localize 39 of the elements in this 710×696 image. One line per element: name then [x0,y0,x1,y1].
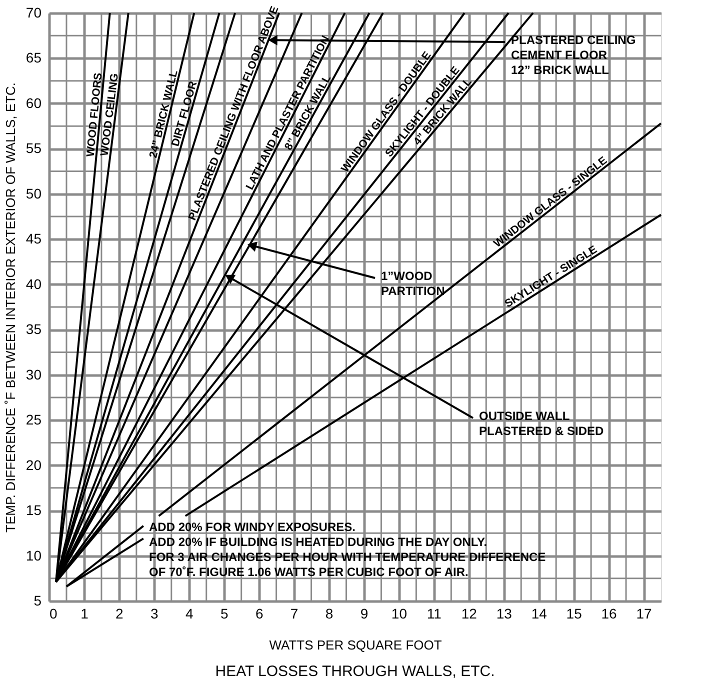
x-tick-label: 0 [50,606,58,622]
x-tick-label: 11 [426,606,442,622]
annotation: OUTSIDE WALL PLASTERED & SIDED [479,409,604,438]
y-tick-label: 30 [26,366,42,382]
x-tick-label: 4 [185,606,194,622]
text: HEAT LOSSES THROUGH WALLS, ETC. [215,663,495,680]
y-tick-label: 25 [26,412,42,428]
annotation: ADD 20% FOR WINDY EXPOSURES. ADD 20% IF BUILDING IS HEATED DURING THE DAY ONLY. FOR 3 AIR CHANGES PER HOUR WITH TEMPERATURE DIFFERENCE OF 70˚F. FIGURE 1.06 WATTS PER CUBIC FOOT OF AIR. [149,520,546,579]
y-tick-label: 5 [34,592,42,608]
x-tick-label: 8 [325,606,334,622]
x-tick-label: 1 [80,606,89,622]
x-tick-label: 9 [360,606,368,622]
y-axis-title: TEMP. DIFFERENCE ˚F BETWEEN INTERIOR EXTERIOR OF WALLS, ETC. [2,82,18,532]
y-tick-label: 65 [26,50,42,66]
x-tick-label: 12 [461,606,478,622]
annotation: PLASTERED CEILING CEMENT FLOOR 12” BRICK WALL [511,33,636,77]
x-tick-label: 15 [566,606,582,622]
y-tick-label: 40 [26,276,42,292]
x-tick-label: 5 [220,606,228,622]
x-axis-title: WATTS PER SQUARE FOOT [269,638,442,652]
y-tick-label: 10 [26,547,42,564]
y-tick-label: 70 [26,4,42,20]
annotation: 1”WOOD PARTITION [381,269,445,298]
y-tick-label: 60 [26,94,42,111]
x-tick-label: 10 [391,606,408,622]
y-tick-label: 50 [26,185,42,202]
x-tick-label: 14 [531,606,548,622]
y-tick-label: 45 [26,230,42,247]
x-tick-label: 6 [255,606,264,622]
x-tick-label: 16 [601,606,618,622]
y-tick-label: 20 [26,456,42,473]
x-tick-label: 13 [496,606,512,622]
y-tick-label: 15 [26,502,42,518]
x-tick-label: 3 [150,606,159,622]
y-tick-label: 35 [26,321,42,338]
x-tick-label: 2 [116,606,124,622]
x-tick-label: 17 [636,606,652,622]
y-tick-label: 55 [26,140,42,156]
x-tick-label: 7 [290,606,298,622]
